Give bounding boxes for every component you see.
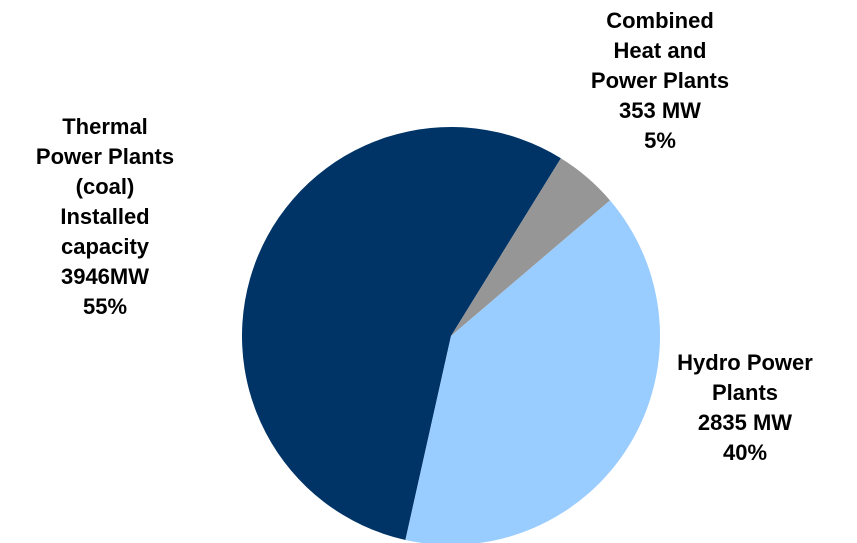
label-thermal-line-2: Power Plants xyxy=(35,144,175,169)
slice-combined-heat-power-plants xyxy=(451,158,611,336)
label-thermal-line-5: capacity xyxy=(60,234,150,259)
label-thermal-line-4: Installed xyxy=(60,204,150,229)
label-hydro-power-plants: Hydro Power Plants 2835 MW 40% xyxy=(640,348,850,468)
label-thermal-percent: 55% xyxy=(82,294,128,319)
label-thermal-power-plants: Thermal Power Plants (coal) Installed ca… xyxy=(0,112,210,322)
slice-thermal-power-plants xyxy=(242,126,561,540)
label-thermal-value: 3946MW xyxy=(60,264,150,289)
label-chp-line-2: Heat and xyxy=(613,38,707,63)
label-thermal-line-3: (coal) xyxy=(75,174,135,199)
label-chp-line-1: Combined xyxy=(606,8,714,33)
label-chp-value: 353 MW xyxy=(619,98,701,123)
slice-hydro-power-plants xyxy=(405,200,660,543)
label-hydro-line-2: Plants xyxy=(711,380,779,405)
label-hydro-percent: 40% xyxy=(722,440,768,465)
label-chp-percent: 5% xyxy=(644,128,676,153)
label-combined-heat-power-plants: Combined Heat and Power Plants 353 MW 5% xyxy=(555,6,765,156)
label-thermal-line-1: Thermal xyxy=(62,114,148,139)
label-chp-line-3: Power Plants xyxy=(590,68,730,93)
label-hydro-line-1: Hydro Power xyxy=(677,350,813,375)
label-hydro-value: 2835 MW xyxy=(697,410,793,435)
